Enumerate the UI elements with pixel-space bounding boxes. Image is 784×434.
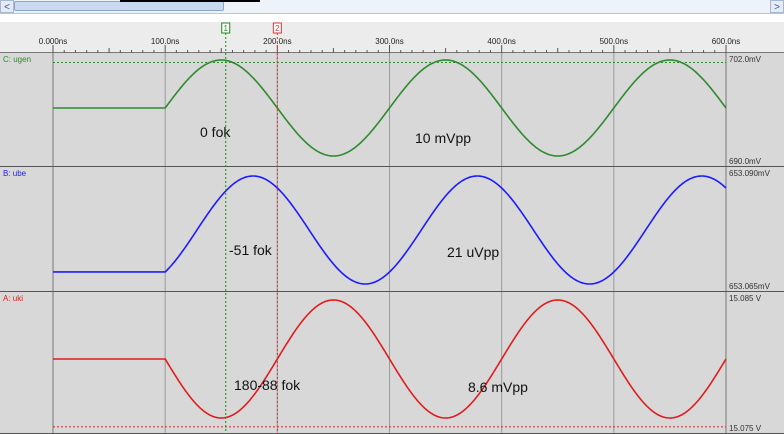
scroll-right-icon[interactable]: >: [770, 0, 784, 13]
waveform-trace: [53, 59, 727, 157]
channel-name-label: A: uki: [3, 294, 23, 303]
scroll-left-icon[interactable]: <: [0, 0, 14, 13]
waveform-trace: [53, 175, 727, 285]
scale-bottom-label: 690.0mV: [729, 157, 762, 166]
channel-panel: [0, 53, 784, 167]
scale-top-label: 653.090mV: [729, 169, 771, 178]
toolbar-gap: [0, 14, 784, 22]
waveform-annotation: 8.6 mVpp: [468, 379, 528, 395]
channel-name-label: B: ube: [3, 169, 27, 178]
ruler-tick-label: 100.0ns: [151, 37, 179, 46]
time-ruler: [0, 22, 784, 53]
waveform-annotation: 0 fok: [200, 124, 231, 140]
scale-bottom-label: 15.075 V: [729, 424, 762, 433]
channel-name-label: C: ugen: [3, 55, 31, 64]
scale-top-label: 15.085 V: [729, 294, 762, 303]
scale-bottom-label: 653.065mV: [729, 282, 771, 291]
ruler-tick-label: 500.0ns: [600, 37, 628, 46]
horizontal-scrollbar[interactable]: < >: [0, 0, 784, 14]
ruler-tick-label: 0.000ns: [39, 37, 67, 46]
channel-panel: [0, 167, 784, 292]
top-edge-marker: [120, 0, 260, 2]
waveform-annotation: -51 fok: [229, 242, 273, 258]
cursor-2-label: 2: [275, 24, 280, 33]
waveform-annotation: 180-88 fok: [234, 377, 301, 393]
waveform-annotation: 10 mVpp: [415, 130, 471, 146]
oscilloscope-view: 0.000ns 100.0ns 200.0ns 300.0ns 400.0ns 500.0…: [0, 22, 784, 434]
ruler-tick-label: 300.0ns: [375, 37, 403, 46]
scale-top-label: 702.0mV: [729, 55, 762, 64]
waveform-annotation: 21 uVpp: [447, 244, 499, 260]
waveform-trace: [53, 299, 727, 419]
ruler-tick-label: 600.0ns: [712, 37, 740, 46]
scrollbar-thumb[interactable]: [14, 1, 224, 11]
ruler-tick-label: 400.0ns: [487, 37, 515, 46]
cursor-1-label: 1: [224, 24, 229, 33]
